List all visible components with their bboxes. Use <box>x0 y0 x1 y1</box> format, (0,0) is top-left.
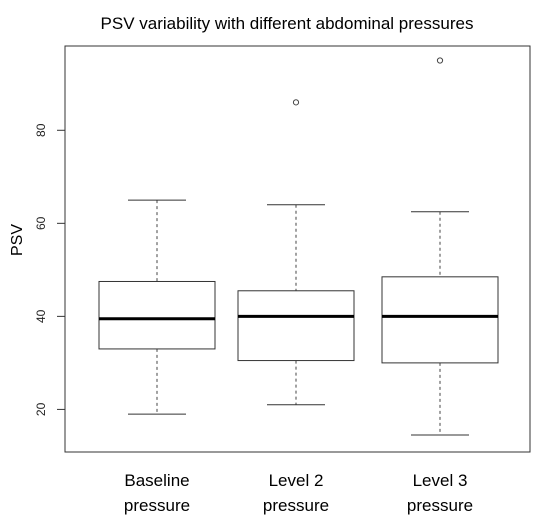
iqr-box <box>98 280 216 350</box>
y-tick-label-20: 20 <box>34 402 48 416</box>
x-category-label-3-line-1: Level 3 <box>413 471 468 490</box>
x-category-label-2-line-2: pressure <box>263 496 329 515</box>
outlier-point <box>436 57 444 64</box>
x-category-label-3-line-2: pressure <box>407 496 473 515</box>
plot-frame <box>64 45 531 453</box>
y-axis-label: PSV <box>9 224 26 256</box>
x-category-label-2-line-1: Level 2 <box>269 471 324 490</box>
iqr-box <box>237 290 355 362</box>
box-group-1 <box>98 199 216 415</box>
x-category-label-1-line-2: pressure <box>124 496 190 515</box>
y-tick-label-60: 60 <box>34 216 48 230</box>
box-group-2 <box>237 99 355 406</box>
box-group-3 <box>381 57 499 436</box>
plot-area: 20 40 60 80 <box>34 57 499 436</box>
y-tick-label-40: 40 <box>34 309 48 323</box>
y-tick-label-80: 80 <box>34 123 48 137</box>
outlier-point <box>292 99 300 106</box>
x-category-label-1-line-1: Baseline <box>124 471 189 490</box>
iqr-box <box>381 276 499 364</box>
chart-title: PSV variability with different abdominal… <box>101 14 474 33</box>
